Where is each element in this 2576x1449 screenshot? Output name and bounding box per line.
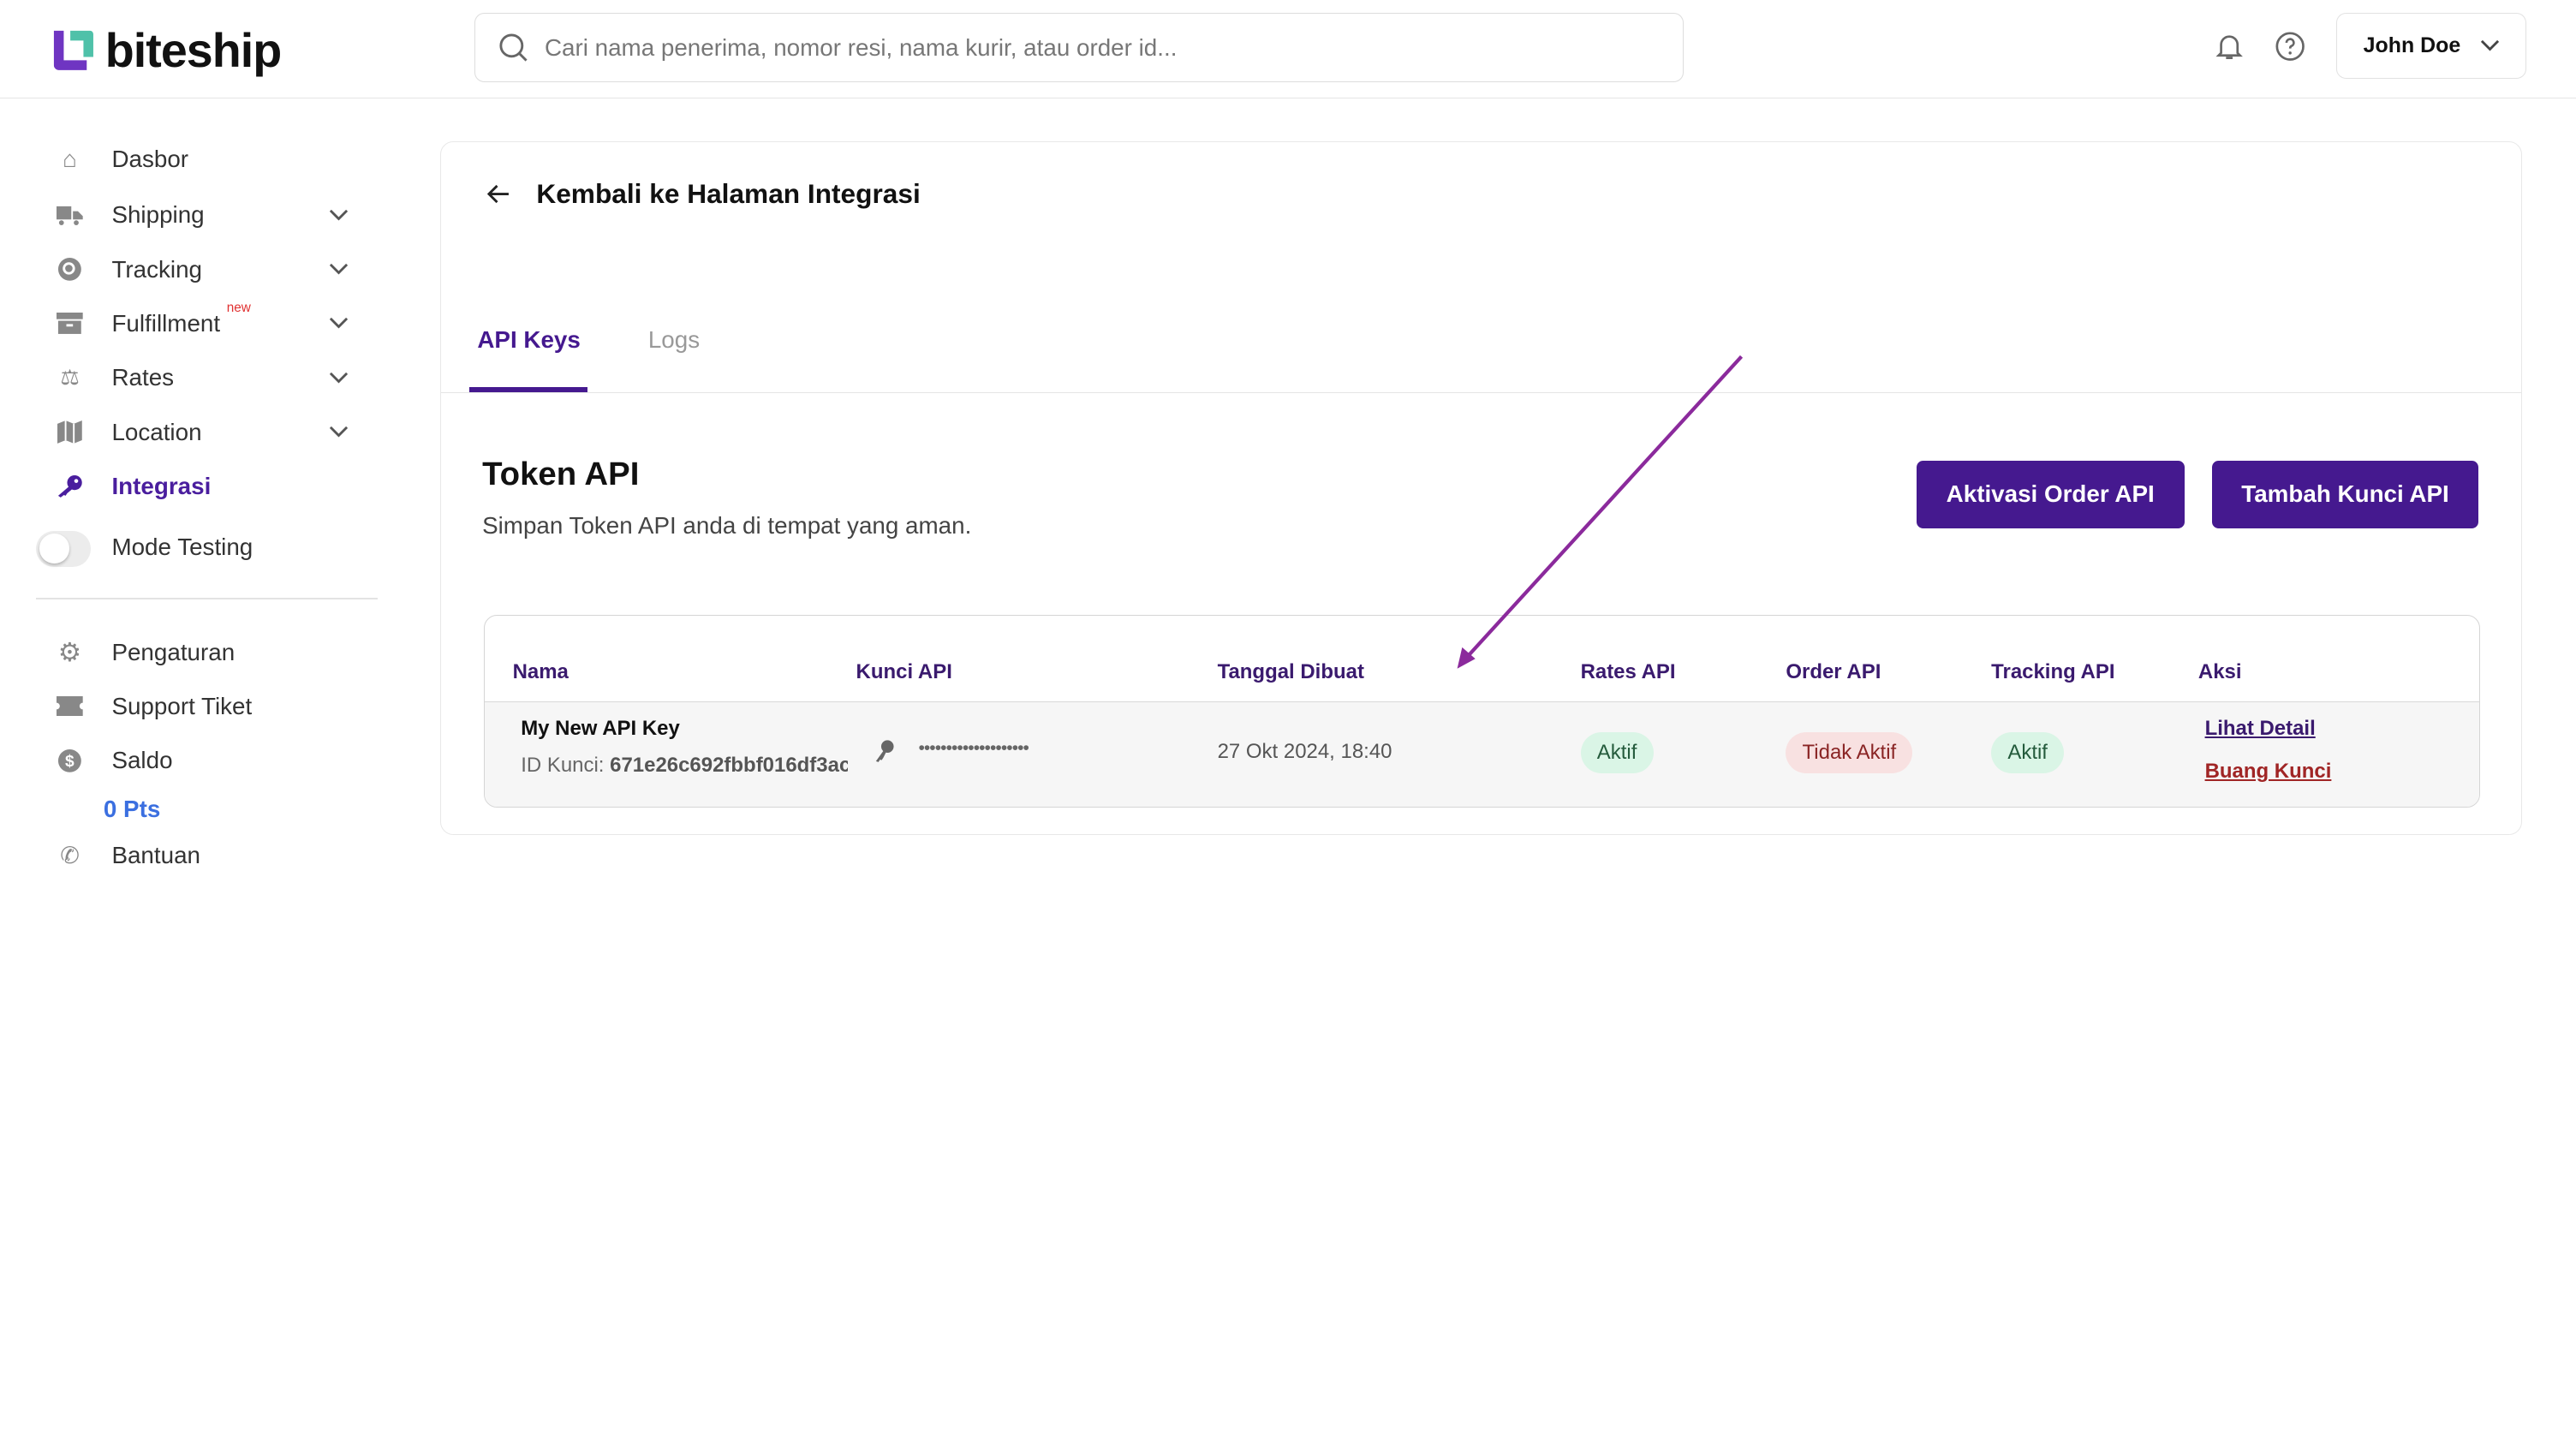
column-header: Tracking API [1991, 660, 2115, 684]
rates-api-status-badge: Aktif [1580, 731, 1654, 773]
column-header: Aksi [2197, 660, 2242, 684]
key-id: ID Kunci: 671e26c692fbbf016df3ac [521, 753, 848, 777]
api-keys-table: Nama Kunci API Tanggal Dibuat Rates API … [484, 615, 2480, 808]
phone-icon: ✆ [60, 842, 80, 868]
sidebar-item-pengaturan[interactable]: ⚙ Pengaturan [56, 633, 367, 672]
map-icon [56, 418, 84, 446]
sidebar-item-dasbor[interactable]: ⌂ Dasbor [56, 140, 367, 179]
mode-testing-label: Mode Testing [111, 534, 253, 561]
integration-card: Kembali ke Halaman Integrasi API Keys Lo… [440, 140, 2522, 835]
activate-order-api-button[interactable]: Aktivasi Order API [1916, 461, 2185, 528]
search-placeholder: Cari nama penerima, nomor resi, nama kur… [544, 33, 1178, 61]
masked-api-key: •••••••••••••••••••• [918, 738, 1029, 759]
brand-name: biteship [104, 23, 283, 77]
chevron-down-icon [329, 426, 348, 438]
help-icon[interactable] [2274, 30, 2306, 63]
chevron-down-icon [2480, 39, 2499, 51]
search-input[interactable]: Cari nama penerima, nomor resi, nama kur… [474, 13, 1685, 82]
saldo-points: 0 Pts [103, 795, 161, 822]
add-api-key-button[interactable]: Tambah Kunci API [2212, 461, 2478, 528]
sidebar-item-saldo[interactable]: $ Saldo [56, 741, 367, 780]
toggle-knob [39, 534, 69, 564]
mode-testing-toggle[interactable] [36, 530, 91, 567]
chevron-down-icon [329, 372, 348, 384]
section-title: Token API [482, 456, 640, 493]
tabs-divider [441, 391, 2521, 394]
sidebar-item-fulfillment[interactable]: Fulfillment new [56, 301, 367, 343]
created-date: 27 Okt 2024, 18:40 [1217, 740, 1392, 764]
dollar-icon: $ [56, 747, 84, 775]
gear-icon: ⚙ [57, 636, 82, 667]
key-icon [875, 740, 894, 763]
chevron-down-icon [329, 318, 348, 329]
tracking-api-status-badge: Aktif [1991, 731, 2065, 773]
column-header: Kunci API [856, 660, 952, 684]
sidebar-divider [36, 598, 379, 600]
active-tab-indicator [468, 386, 587, 392]
ticket-icon [56, 693, 84, 721]
search-icon [499, 33, 528, 62]
sidebar-item-bantuan[interactable]: ✆ Bantuan [56, 836, 367, 875]
box-icon [56, 310, 84, 338]
logo[interactable]: biteship [52, 23, 283, 78]
key-icon [56, 473, 84, 501]
sidebar-item-shipping[interactable]: Shipping [56, 195, 367, 235]
arrow-left-icon [486, 185, 509, 204]
column-header: Nama [512, 660, 569, 684]
home-icon: ⌂ [63, 146, 77, 173]
top-header: biteship Cari nama penerima, nomor resi,… [0, 0, 2576, 99]
svg-text:$: $ [65, 753, 75, 771]
key-name: My New API Key [521, 717, 680, 741]
user-name: John Doe [2363, 33, 2461, 58]
tab-api-keys[interactable]: API Keys [477, 325, 581, 353]
table-row: My New API Key ID Kunci: 671e26c692fbbf0… [485, 701, 2479, 807]
order-api-status-badge: Tidak Aktif [1786, 731, 1913, 773]
section-subtitle: Simpan Token API anda di tempat yang ama… [482, 511, 972, 539]
chevron-down-icon [329, 209, 348, 221]
sidebar-item-integrasi[interactable]: Integrasi [56, 467, 367, 506]
sidebar-item-location[interactable]: Location [56, 413, 367, 452]
user-menu-button[interactable]: John Doe [2335, 13, 2527, 80]
search-location-icon [56, 255, 84, 283]
view-detail-link[interactable]: Lihat Detail [2204, 717, 2316, 741]
chevron-down-icon [329, 263, 348, 275]
bell-icon[interactable] [2213, 30, 2245, 63]
sidebar-item-support-tiket[interactable]: Support Tiket [56, 687, 367, 726]
new-badge: new [226, 301, 251, 316]
biteship-logo-icon [54, 30, 94, 70]
sidebar-item-rates[interactable]: ⚖ Rates [56, 358, 367, 397]
scale-icon: ⚖ [60, 366, 80, 391]
back-label: Kembali ke Halaman Integrasi [536, 178, 921, 210]
column-header: Rates API [1580, 660, 1676, 684]
delete-key-link[interactable]: Buang Kunci [2204, 760, 2332, 784]
truck-icon [56, 201, 84, 230]
back-link[interactable]: Kembali ke Halaman Integrasi [486, 178, 921, 210]
sidebar-item-tracking[interactable]: Tracking [56, 250, 367, 289]
tab-logs[interactable]: Logs [647, 325, 701, 353]
column-header: Order API [1786, 660, 1881, 684]
column-header: Tanggal Dibuat [1217, 660, 1364, 684]
